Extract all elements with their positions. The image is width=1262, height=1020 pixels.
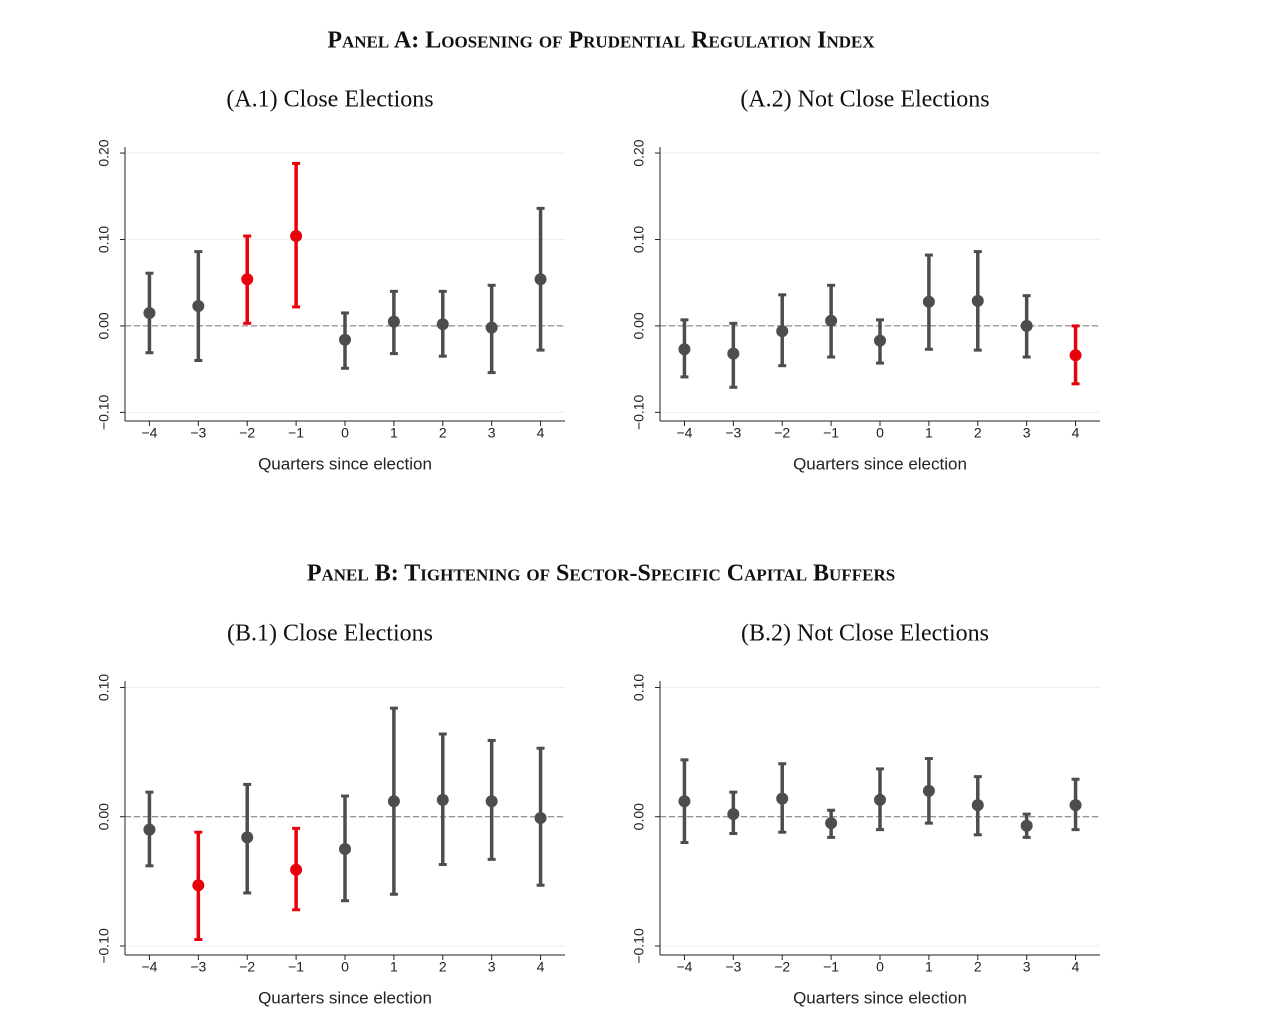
x-tick-label: −1	[823, 959, 839, 975]
y-tick-label: −0.10	[96, 928, 112, 964]
y-tick-label: 0.10	[631, 674, 647, 701]
point	[192, 300, 205, 313]
point	[485, 321, 498, 334]
x-tick-label: −4	[676, 959, 692, 975]
y-tick-label: 0.00	[96, 803, 112, 830]
y-tick-label: −0.10	[96, 394, 112, 430]
point	[727, 808, 740, 821]
x-tick-label: −3	[190, 959, 206, 975]
y-tick-label: 0.00	[631, 312, 647, 339]
subplot-title: (B.1) Close Elections	[227, 621, 433, 647]
point	[971, 294, 984, 307]
x-tick-label: 1	[390, 959, 398, 975]
point	[776, 325, 789, 338]
y-tick-label: −0.10	[631, 394, 647, 430]
y-tick-label: 0.00	[96, 312, 112, 339]
panel-title: Panel B: Tightening of Sector-Specific C…	[307, 561, 895, 587]
x-tick-label: −4	[141, 959, 157, 975]
point	[1020, 319, 1033, 332]
y-tick-label: 0.10	[96, 226, 112, 253]
panel-title: Panel A: Loosening of Prudential Regulat…	[327, 28, 875, 54]
x-tick-label: −2	[774, 959, 790, 975]
x-tick-label: −3	[725, 425, 741, 441]
x-tick-label: 0	[341, 425, 349, 441]
x-tick-label: 2	[439, 425, 447, 441]
x-tick-label: −3	[725, 959, 741, 975]
point	[922, 295, 935, 308]
x-tick-label: 0	[876, 959, 884, 975]
x-tick-label: 2	[974, 425, 982, 441]
point	[192, 879, 205, 892]
x-tick-label: 4	[1072, 959, 1080, 975]
x-tick-label: 3	[1023, 425, 1031, 441]
point	[1069, 799, 1082, 812]
x-axis-label: Quarters since election	[258, 988, 432, 1007]
x-tick-label: 0	[876, 425, 884, 441]
x-tick-label: 1	[925, 959, 933, 975]
y-tick-label: 0.20	[96, 139, 112, 166]
x-tick-label: −4	[141, 425, 157, 441]
point	[290, 230, 303, 243]
x-tick-label: 2	[974, 959, 982, 975]
point	[922, 784, 935, 797]
x-tick-label: 1	[390, 425, 398, 441]
y-tick-label: 0.10	[96, 674, 112, 701]
x-tick-label: 2	[439, 959, 447, 975]
point	[971, 799, 984, 812]
x-tick-label: 4	[537, 959, 545, 975]
point	[387, 315, 400, 328]
point	[485, 795, 498, 808]
x-tick-label: 4	[1072, 425, 1080, 441]
point	[874, 334, 886, 347]
point	[776, 792, 789, 805]
y-tick-label: 0.00	[631, 803, 647, 830]
x-tick-label: −1	[288, 425, 304, 441]
point	[825, 314, 838, 327]
x-axis-label: Quarters since election	[793, 988, 967, 1007]
point	[290, 863, 303, 876]
x-tick-label: −1	[288, 959, 304, 975]
x-tick-label: −4	[676, 425, 692, 441]
x-tick-label: −2	[774, 425, 790, 441]
x-tick-label: −2	[239, 959, 255, 975]
y-tick-label: −0.10	[631, 928, 647, 964]
point	[241, 831, 254, 844]
point	[534, 273, 547, 286]
point	[339, 843, 351, 856]
point	[678, 795, 691, 808]
point	[1020, 819, 1033, 832]
point	[387, 795, 400, 808]
subplot-title: (A.2) Not Close Elections	[740, 87, 989, 113]
point	[727, 347, 740, 360]
subplot-title: (B.2) Not Close Elections	[741, 621, 989, 647]
point	[143, 823, 156, 836]
subplot-title: (A.1) Close Elections	[226, 87, 433, 113]
x-tick-label: 3	[488, 425, 496, 441]
y-tick-label: 0.20	[631, 139, 647, 166]
point	[825, 817, 838, 830]
point	[436, 318, 449, 331]
point	[874, 793, 886, 806]
x-axis-label: Quarters since election	[258, 454, 432, 473]
x-tick-label: 3	[1023, 959, 1031, 975]
point	[436, 793, 449, 806]
point	[143, 306, 156, 319]
y-tick-label: 0.10	[631, 226, 647, 253]
point	[241, 273, 254, 286]
x-tick-label: −1	[823, 425, 839, 441]
x-tick-label: 4	[537, 425, 545, 441]
x-tick-label: 3	[488, 959, 496, 975]
x-axis-label: Quarters since election	[793, 454, 967, 473]
point	[339, 333, 351, 346]
point	[678, 343, 691, 356]
x-tick-label: −3	[190, 425, 206, 441]
point	[1069, 349, 1082, 362]
x-tick-label: 0	[341, 959, 349, 975]
x-tick-label: −2	[239, 425, 255, 441]
x-tick-label: 1	[925, 425, 933, 441]
point	[534, 812, 547, 824]
